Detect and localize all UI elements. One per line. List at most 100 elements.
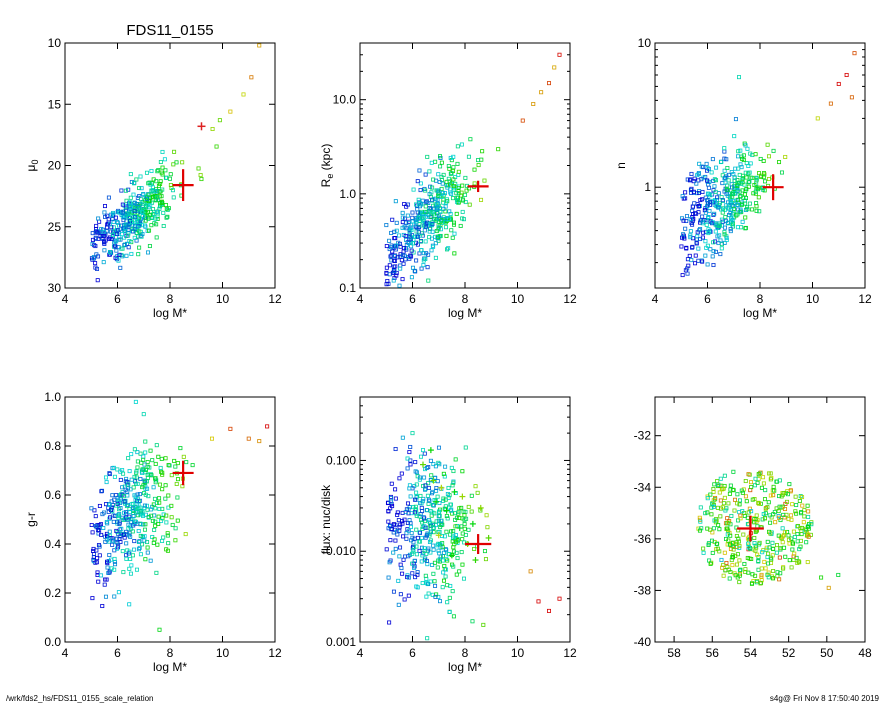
panel-4-point: [143, 522, 148, 527]
panel-3-point: [743, 170, 748, 175]
panel-2-point: [404, 226, 409, 231]
panel-1-point: [117, 223, 122, 228]
panel-2-point: [411, 187, 416, 192]
panel-6-point: [790, 547, 795, 552]
panel-4-point: [111, 519, 116, 524]
panel-6-point: [716, 482, 721, 487]
panel-6-point: [711, 526, 716, 531]
panel-2-point: [408, 253, 413, 258]
panel-3-point: [689, 190, 694, 195]
panel-4-point: [209, 436, 214, 441]
panel-6-xtick-label: 48: [858, 646, 872, 660]
panel-6-point: [798, 538, 803, 543]
panel-5-point: [431, 547, 436, 552]
panel-1-point: [116, 258, 121, 263]
panel-6-point: [756, 500, 761, 505]
panel-5-point: [400, 435, 405, 440]
panel-5-point: [423, 487, 428, 492]
panel-5-point: [420, 448, 425, 453]
panel-2-point: [398, 266, 403, 271]
panel-1-point: [131, 229, 136, 234]
panel-4-point: [97, 544, 102, 549]
panel-3-point: [723, 180, 728, 185]
panel-3-point: [750, 207, 755, 212]
panel-3-point: [703, 253, 708, 258]
panel-2-point: [391, 268, 396, 273]
panel-1-point: [159, 200, 164, 205]
panel-2-point: [451, 165, 456, 170]
panel-6-point: [770, 553, 775, 558]
panel-6-point: [782, 545, 787, 550]
panel-3-point: [698, 237, 703, 242]
panel-4-point: [95, 556, 100, 561]
panel-3-point: [702, 208, 707, 213]
panel-4-point: [109, 505, 114, 510]
panel-4-point: [117, 520, 122, 525]
panel-2-point: [451, 220, 456, 225]
panel-5-point: [418, 530, 423, 535]
panel-6-point: [768, 520, 773, 525]
panel-1-point: [154, 235, 159, 240]
panel-2-point: [434, 229, 439, 234]
panel-2-point: [392, 229, 397, 234]
panel-5-point: [433, 464, 438, 469]
panel-2-point: [396, 240, 401, 245]
panel-6-point: [775, 543, 780, 548]
panel-1-point: [93, 244, 98, 249]
panel-5-point: [441, 558, 446, 563]
panel-1-point: [163, 203, 168, 208]
panel-6-point: [775, 570, 780, 575]
panel-6-point: [785, 492, 790, 497]
panel-4-point: [107, 529, 112, 534]
panel-6-point: [752, 483, 757, 488]
panel-5-point: [386, 575, 391, 580]
panel-5-point: [404, 536, 409, 541]
panel-4-point: [103, 594, 108, 599]
panel-4-point: [120, 490, 125, 495]
panel-1-point: [143, 215, 148, 220]
panel-5-point: [528, 569, 533, 574]
panel-3-point: [695, 173, 700, 178]
panel-5-point: [400, 521, 405, 526]
panel-6-point: [766, 570, 771, 575]
panel-3-point: [753, 189, 758, 194]
panel-5-point: [398, 592, 403, 597]
panel-2-point: [414, 234, 419, 239]
panel-1-point: [228, 109, 233, 114]
panel-6-point: [737, 558, 742, 563]
panel-5-point: [457, 506, 462, 511]
panel-4-point: [149, 513, 154, 518]
panel-5-point: [386, 500, 391, 505]
panel-5-point: [466, 527, 471, 532]
panel-3-point: [766, 177, 771, 182]
panel-3-point: [693, 253, 698, 258]
panel-1-point: [116, 228, 121, 233]
panel-3-point: [687, 253, 692, 258]
panel-3-point: [707, 209, 712, 214]
panel-5-point: [470, 619, 475, 624]
panel-2-point: [439, 218, 444, 223]
panel-2-point: [454, 195, 459, 200]
panel-1-point: [101, 260, 106, 265]
panel-1-point: [158, 179, 163, 184]
panel-3-point: [684, 214, 689, 219]
panel-3-point: [683, 196, 688, 201]
panel-6-point: [701, 546, 706, 551]
panel-1-point: [122, 242, 127, 247]
panel-1-point: [129, 251, 134, 256]
panel-5-point: [413, 460, 418, 465]
panel-3-point: [696, 204, 701, 209]
panel-5-point: [469, 493, 474, 498]
panel-5-point: [410, 535, 415, 540]
panel-4-point: [133, 519, 138, 524]
panel-4-point: [169, 515, 174, 520]
panel-6-point: [732, 508, 737, 513]
panel-4-point: [257, 439, 262, 444]
panel-3-point: [704, 161, 709, 166]
panel-4-point: [93, 524, 98, 529]
panel-4-ytick-label: 0.6: [44, 488, 61, 502]
panel-1-point: [171, 162, 176, 167]
panel-4-point: [115, 530, 120, 535]
panel-6-point: [774, 506, 779, 511]
panel-5-xtick-label: 4: [357, 646, 364, 660]
